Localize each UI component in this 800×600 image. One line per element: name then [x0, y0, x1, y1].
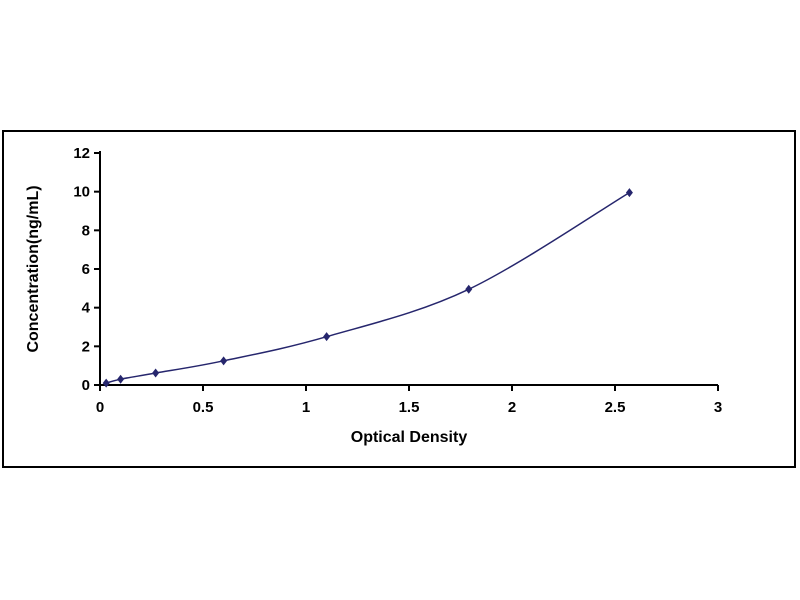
y-axis-title: Concentration(ng/mL) [25, 185, 42, 352]
y-tick-label: 2 [82, 338, 90, 355]
y-tick-label: 12 [73, 145, 90, 162]
x-tick-label: 3 [714, 399, 722, 416]
data-point-marker [625, 188, 633, 198]
x-tick-label: 1.5 [399, 399, 420, 416]
chart-frame: 0 0.5 1 1.5 2 2.5 3 0 2 4 6 8 10 12 Optical Density Con… [2, 130, 796, 468]
y-tick-label: 8 [82, 222, 90, 239]
data-point-marker [152, 368, 160, 378]
x-tick-label: 1 [302, 399, 310, 416]
y-tick-label: 4 [82, 300, 91, 317]
data-point-marker [323, 332, 331, 342]
data-point-marker [220, 356, 228, 366]
y-tick-label: 0 [82, 377, 90, 394]
y-tick-label: 6 [82, 261, 90, 278]
data-point-marker [102, 378, 110, 388]
data-point-marker [117, 374, 125, 384]
x-tick-label: 2 [508, 399, 516, 416]
standard-curve-chart: 0 0.5 1 1.5 2 2.5 3 0 2 4 6 8 10 12 Optical Density Con… [25, 145, 722, 446]
curve-line [105, 191, 630, 384]
x-tick-label: 0.5 [193, 399, 214, 416]
data-point-marker [465, 284, 473, 294]
x-tick-label: 0 [96, 399, 104, 416]
y-tick-label: 10 [73, 184, 90, 201]
x-axis-title: Optical Density [351, 429, 468, 446]
x-tick-label: 2.5 [605, 399, 626, 416]
